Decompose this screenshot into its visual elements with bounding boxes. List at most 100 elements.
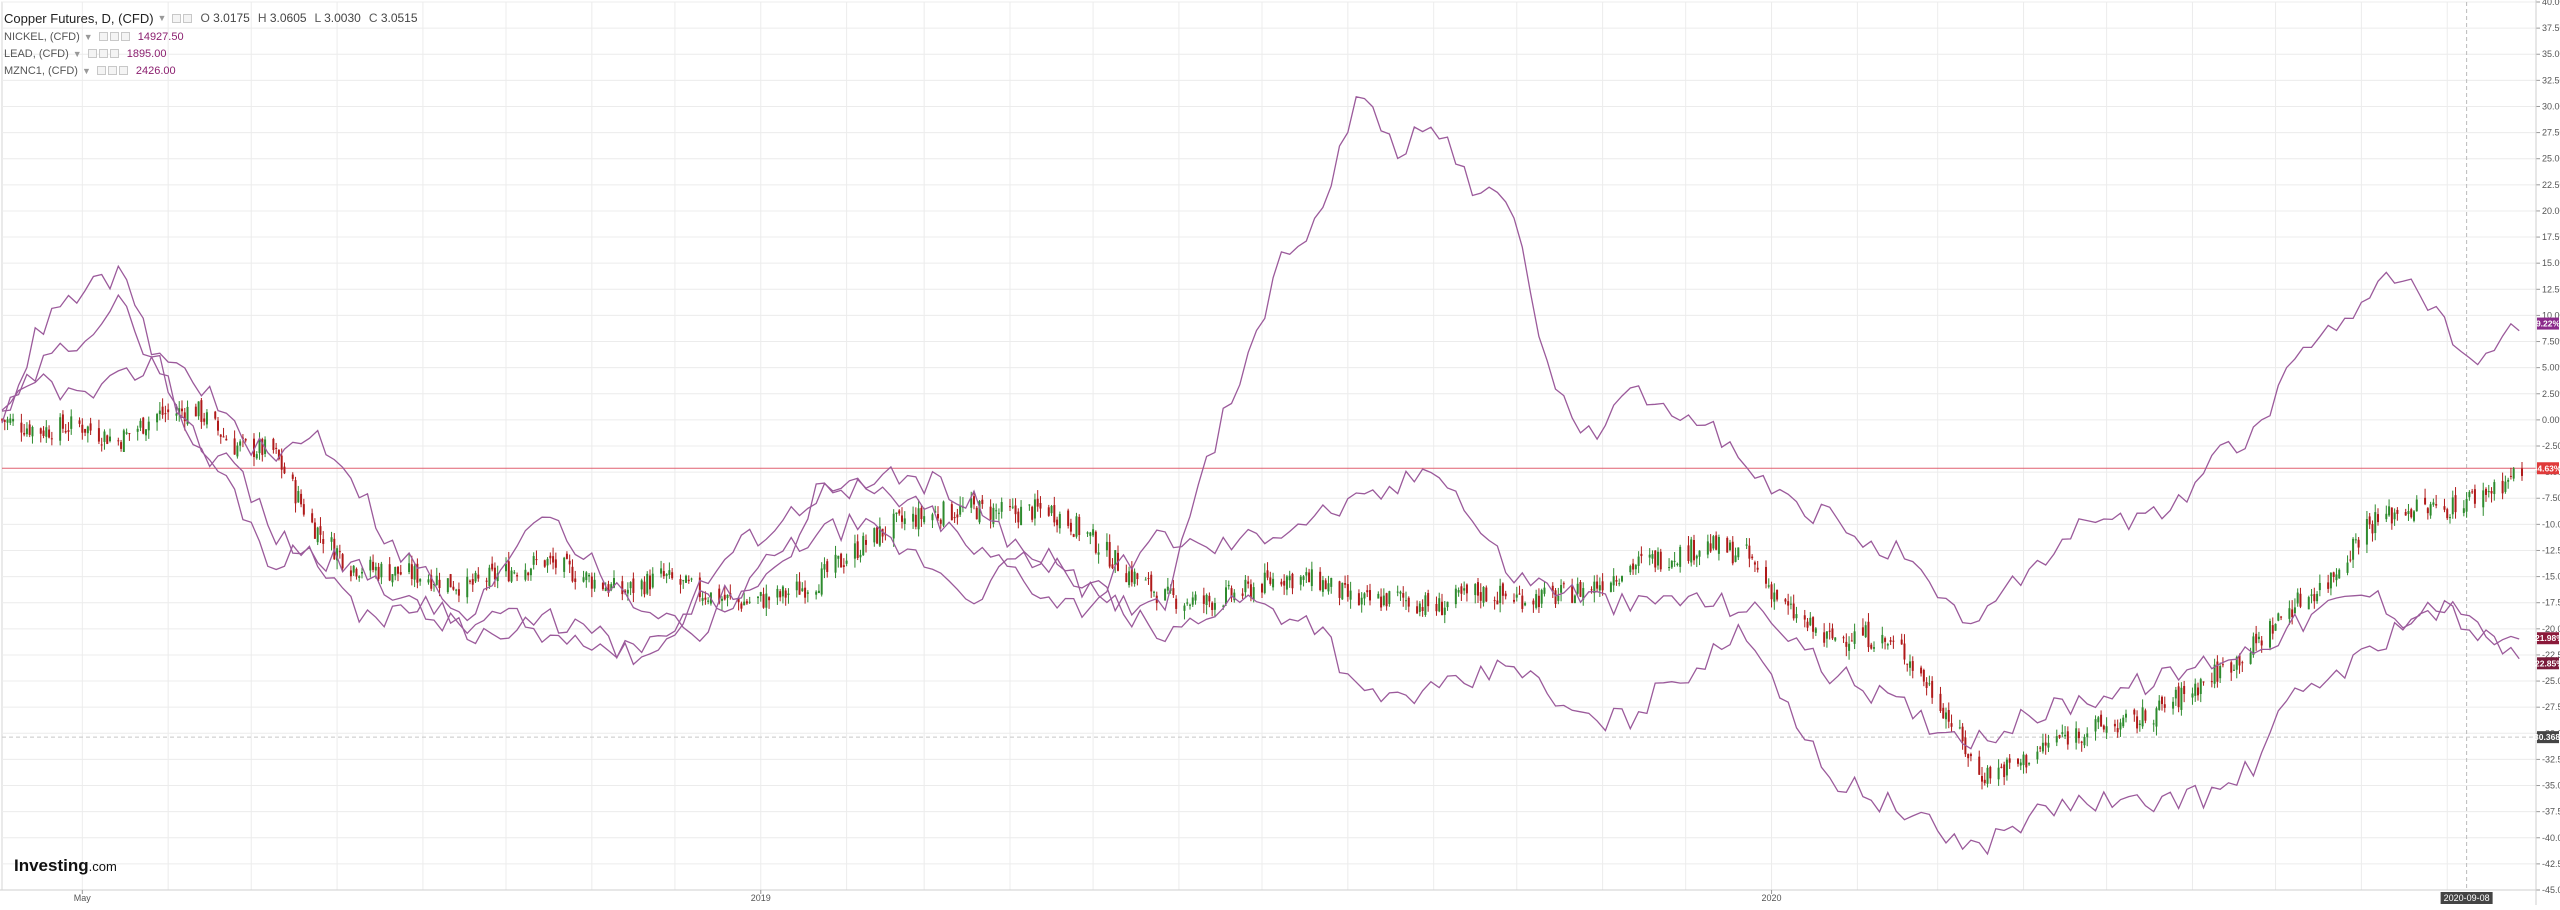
close-icon[interactable] (120, 32, 130, 41)
settings-icon[interactable] (107, 66, 117, 75)
candle-down (2238, 655, 2241, 666)
candle-down (2260, 640, 2263, 646)
legend-lead[interactable]: LEAD, (CFD) ▼ 1895.00 (4, 45, 426, 62)
y-tick-label: -17.50% (2542, 598, 2560, 608)
candle-up (1011, 506, 1014, 508)
legend-zinc[interactable]: MZNC1, (CFD) ▼ 2426.00 (4, 62, 426, 79)
candle-up (496, 573, 499, 582)
candle-down (842, 565, 845, 567)
candle-down (1407, 597, 1410, 607)
candle-up (2219, 665, 2222, 679)
candle-down (1269, 577, 1272, 584)
candle-down (2230, 662, 2233, 673)
chevron-down-icon[interactable]: ▼ (72, 48, 82, 59)
candle-up (524, 569, 527, 580)
candle-down (804, 587, 807, 598)
candle-up (330, 537, 333, 542)
candle-down (1831, 628, 1834, 639)
candle-up (665, 574, 668, 576)
candle-up (239, 441, 242, 446)
chevron-down-icon[interactable]: ▼ (83, 31, 93, 42)
candle-down (2454, 495, 2457, 513)
legend-main-series[interactable]: Copper Futures, D, (CFD) ▼ O 3.0175 H 3.… (4, 8, 426, 28)
candle-up (1657, 551, 1659, 566)
candle-up (466, 576, 469, 598)
visibility-icon[interactable] (98, 32, 108, 41)
candle-down (2349, 559, 2352, 561)
candle-up (995, 510, 998, 512)
candle-down (457, 589, 460, 596)
candle-down (377, 566, 380, 579)
candle-up (1028, 504, 1031, 506)
candle-up (668, 570, 671, 575)
candle-down (2102, 725, 2105, 730)
candle-up (59, 417, 62, 441)
candle-up (2335, 574, 2338, 581)
candle-up (546, 558, 549, 566)
y-tick-label: 22.50% (2542, 180, 2560, 190)
chevron-down-icon[interactable]: ▼ (157, 13, 167, 23)
legend-nickel[interactable]: NICKEL, (CFD) ▼ 14927.50 (4, 28, 426, 45)
candle-down (42, 430, 45, 436)
candle-down (1427, 593, 1430, 607)
y-tick-label: -2.50% (2542, 441, 2560, 451)
candle-down (2008, 758, 2011, 763)
candle-down (1925, 682, 1928, 688)
y-tick-label: 2.50% (2542, 389, 2560, 399)
candle-up (892, 513, 895, 539)
candle-up (1864, 625, 1867, 638)
settings-icon[interactable] (98, 49, 108, 58)
candle-up (2354, 539, 2357, 541)
candle-down (1479, 592, 1482, 601)
candle-up (1673, 560, 1676, 562)
candle-down (2485, 488, 2487, 495)
candle-up (1651, 554, 1654, 559)
x-tick-label: 2020 (1762, 893, 1782, 903)
candle-down (1496, 600, 1499, 605)
candle-up (1299, 576, 1302, 585)
candle-down (1922, 670, 1925, 682)
candle-up (2019, 762, 2022, 766)
visibility-icon[interactable] (96, 66, 106, 75)
candle-up (1454, 588, 1457, 605)
visibility-icon[interactable] (172, 13, 182, 23)
value-tag-zinc (2537, 657, 2559, 670)
close-icon[interactable] (109, 49, 119, 58)
candle-down (865, 540, 867, 545)
candle-down (840, 553, 843, 568)
candle-down (937, 514, 939, 519)
candle-up (474, 572, 477, 582)
candle-up (917, 508, 920, 530)
candle-down (662, 571, 665, 577)
candle-up (895, 512, 898, 515)
value-tag-label-zinc: -22.85% (2532, 658, 2560, 668)
y-tick-label: 5.00% (2542, 363, 2560, 373)
candle-up (1540, 590, 1543, 604)
candle-down (2404, 512, 2407, 516)
candle-up (997, 512, 1000, 514)
visibility-icon[interactable] (87, 49, 97, 58)
candle-up (1377, 593, 1380, 599)
candle-down (643, 581, 646, 595)
chevron-down-icon[interactable]: ▼ (81, 65, 91, 76)
candle-up (1330, 577, 1333, 587)
close-icon[interactable] (118, 66, 128, 75)
candle-up (2288, 608, 2291, 619)
candle-down (2163, 704, 2166, 708)
candle-up (970, 498, 973, 508)
settings-icon[interactable] (109, 32, 119, 41)
settings-icon[interactable] (183, 13, 193, 23)
candle-up (2257, 636, 2260, 640)
candle-down (950, 504, 953, 521)
candle-up (45, 427, 48, 437)
candle-up (139, 420, 142, 428)
candle-down (1172, 588, 1175, 596)
candle-up (1618, 583, 1621, 585)
candle-down (2291, 609, 2294, 617)
series-line-nickel (1, 96, 2520, 643)
candle-up (1092, 529, 1095, 536)
candle-up (513, 572, 516, 574)
candle-up (817, 590, 820, 594)
